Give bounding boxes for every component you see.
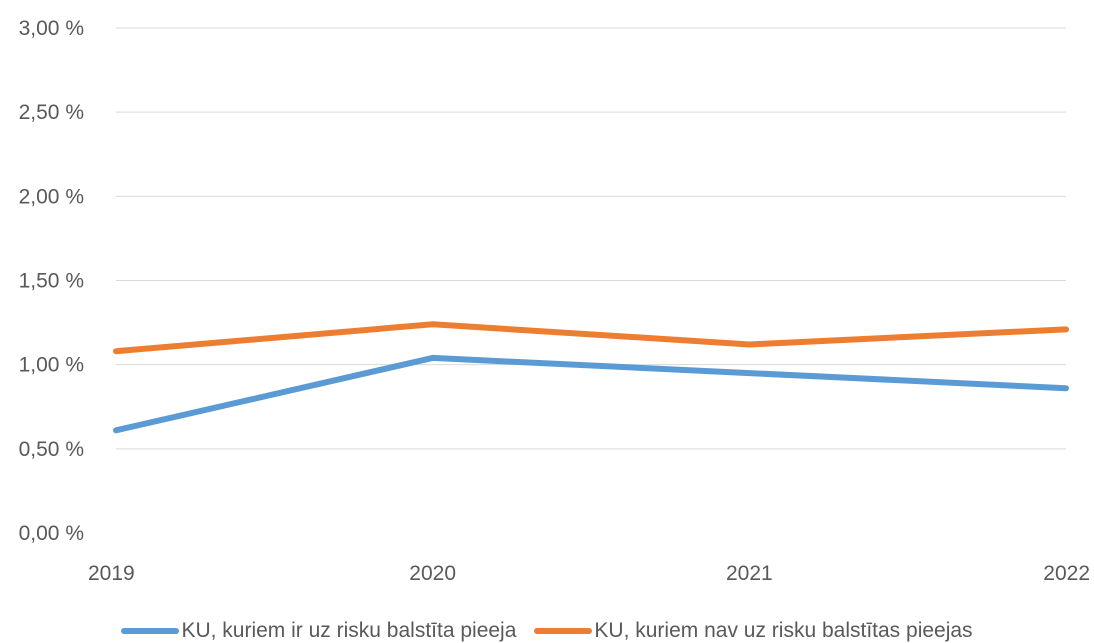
legend-label-series-2: KU, kuriem nav uz risku balstītas pieeja…: [594, 618, 973, 642]
x-axis: 2019 2020 2021 2022: [88, 562, 1090, 585]
y-tick-label: 3,00 %: [19, 17, 84, 40]
x-tick-label: 2020: [409, 562, 456, 585]
gridlines: [116, 27, 1066, 450]
y-tick-label: 0,00 %: [19, 522, 84, 545]
y-tick-label: 0,50 %: [19, 438, 84, 461]
legend-item-series-1: KU, kuriem ir uz risku balstīta pieeja: [121, 619, 516, 643]
series-line-1: [113, 354, 1069, 434]
series-line-2: [113, 321, 1069, 355]
legend: KU, kuriem ir uz risku balstīta pieeja K…: [0, 618, 1094, 643]
x-tick-label: 2022: [1043, 562, 1090, 585]
legend-swatch-series-1: [121, 627, 180, 634]
legend-label-series-1: KU, kuriem ir uz risku balstīta pieeja: [181, 618, 517, 642]
y-axis: 0,00 % 0,50 % 1,00 % 1,50 % 2,00 % 2,50 % 3,00…: [19, 17, 84, 545]
y-tick-label: 2,00 %: [19, 185, 84, 208]
legend-swatch-series-2: [534, 627, 593, 634]
x-tick-label: 2019: [88, 562, 135, 585]
y-tick-label: 1,50 %: [19, 270, 84, 293]
legend-item-series-2: KU, kuriem nav uz risku balstītas pieeja…: [534, 618, 973, 643]
series-lines: [113, 321, 1069, 434]
x-tick-label: 2021: [726, 562, 773, 585]
y-tick-label: 2,50 %: [19, 101, 84, 124]
y-tick-label: 1,00 %: [19, 354, 84, 377]
